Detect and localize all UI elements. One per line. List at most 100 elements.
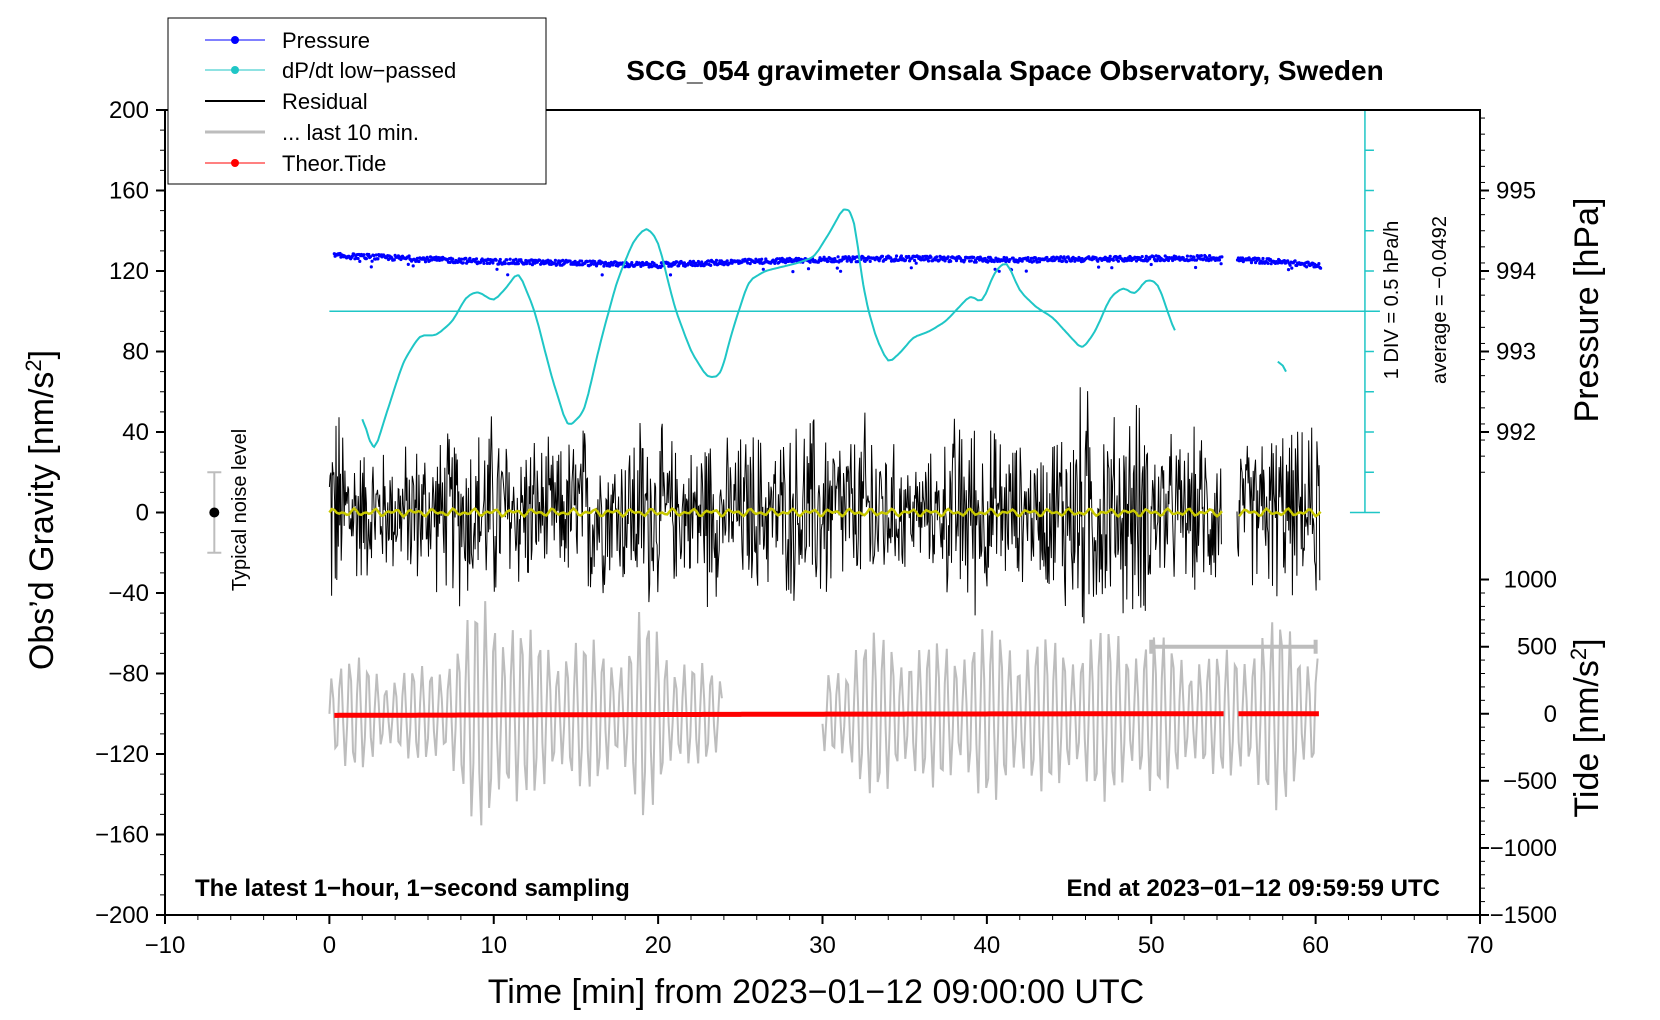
pressure-point: [1008, 258, 1012, 262]
tide-tick-label: 1000: [1504, 567, 1557, 594]
pressure-point: [1011, 256, 1015, 260]
pressure-point: [1110, 266, 1114, 270]
pressure-point: [997, 269, 1001, 273]
pressure-point: [1096, 259, 1100, 263]
pressure-point: [1305, 265, 1309, 269]
pressure-point: [791, 270, 795, 274]
pressure-point: [889, 256, 893, 260]
tide-tick-label: 0: [1544, 701, 1557, 728]
pressure-point: [1069, 259, 1074, 263]
pressure-point: [668, 273, 673, 277]
pressure-point: [760, 257, 764, 261]
pressure-point: [356, 256, 360, 261]
pressure-point: [1002, 255, 1006, 260]
pressure-point: [1065, 260, 1069, 264]
pressure-point: [775, 257, 779, 261]
tide-line: [334, 711, 1319, 718]
pressure-point: [423, 260, 428, 264]
tide-tick-label: 500: [1517, 634, 1557, 661]
pressure-point: [868, 259, 872, 263]
pressure-point: [880, 254, 885, 258]
pressure-point: [374, 253, 378, 257]
pressure-point: [1257, 257, 1261, 261]
pressure-point: [568, 259, 572, 263]
pressure-point: [909, 266, 913, 270]
pressure-point: [1051, 255, 1055, 259]
noise-level-label: Typical noise level: [229, 429, 251, 591]
pressure-point: [907, 254, 911, 259]
pressure-point: [1290, 266, 1294, 270]
pressure-point: [773, 261, 777, 265]
pressure-point: [514, 257, 518, 261]
pressure-point: [949, 259, 953, 263]
pressure-point: [972, 255, 976, 259]
legend-item-tide: Theor.Tide: [205, 151, 386, 176]
pressure-point: [709, 263, 713, 267]
pressure-point: [460, 257, 464, 261]
pressure-point: [580, 259, 584, 263]
pressure-point: [1037, 260, 1042, 264]
pressure-point: [1045, 255, 1049, 260]
x-tick-label: 10: [480, 932, 507, 959]
sampling-annotation: The latest 1−hour, 1−second sampling: [195, 875, 630, 902]
pressure-point: [1219, 262, 1223, 266]
last10-range-bar: [1149, 639, 1318, 654]
y-tick-label: 80: [122, 339, 149, 366]
x-tick-label: 20: [645, 932, 672, 959]
pressure-point: [362, 253, 366, 257]
last10-series-segment-2: [821, 622, 1319, 811]
pressure-point: [826, 259, 830, 263]
pressure-point: [926, 259, 931, 263]
y-tick-label: −200: [95, 902, 149, 929]
legend-last10-label: ... last 10 min.: [282, 120, 419, 145]
pressure-point: [528, 262, 532, 266]
pressure-point: [417, 259, 421, 264]
pressure-point: [1192, 255, 1196, 259]
pressure-point: [1060, 259, 1065, 263]
pressure-point: [946, 255, 950, 259]
pressure-point: [546, 258, 550, 262]
pressure-point: [411, 264, 415, 268]
pressure-point: [691, 263, 695, 268]
pressure-point: [495, 267, 499, 271]
pressure-point: [451, 257, 455, 261]
pressure-point: [1236, 256, 1240, 260]
legend-pressure-label: Pressure: [282, 28, 370, 53]
pressure-point: [530, 263, 535, 267]
pressure-point: [485, 261, 489, 265]
residual-smooth-series: [328, 506, 1322, 519]
pressure-point: [503, 261, 507, 266]
pressure-point: [1111, 258, 1115, 262]
residual-series: [328, 387, 1321, 624]
pressure-point: [1319, 266, 1323, 270]
pressure-point: [1288, 263, 1292, 267]
noise-bar-dot: [209, 507, 220, 518]
last10-series-segment-1: [328, 601, 723, 826]
dpdt-average-label: average = −0.0492: [1429, 216, 1451, 384]
pressure-point: [1266, 261, 1270, 265]
pressure-point: [1097, 265, 1101, 269]
pressure-point: [1140, 255, 1144, 259]
pressure-point: [660, 264, 664, 268]
legend-pressure-dot: [231, 36, 239, 44]
tide-tick-label: −500: [1503, 768, 1557, 795]
x-tick-label: 60: [1302, 932, 1329, 959]
pressure-point: [474, 257, 479, 261]
pressure-point: [1171, 258, 1175, 263]
pressure-point: [1059, 255, 1063, 259]
y-tick-label: −160: [95, 822, 149, 849]
pressure-point: [428, 255, 433, 259]
pressure-point: [746, 261, 750, 265]
pressure-point: [856, 260, 860, 264]
pressure-point: [1149, 262, 1153, 267]
legend: Pressure dP/dt low−passed Residual ... l…: [167, 17, 547, 185]
pressure-point: [538, 258, 542, 262]
pressure-point: [761, 267, 765, 271]
y-tick-label: 200: [109, 97, 149, 124]
pressure-point: [553, 258, 558, 262]
pressure-point: [1122, 259, 1126, 263]
pressure-point: [461, 261, 465, 265]
pressure-point: [588, 259, 592, 263]
pressure-point: [1293, 259, 1297, 263]
x-tick-label: −10: [145, 932, 186, 959]
